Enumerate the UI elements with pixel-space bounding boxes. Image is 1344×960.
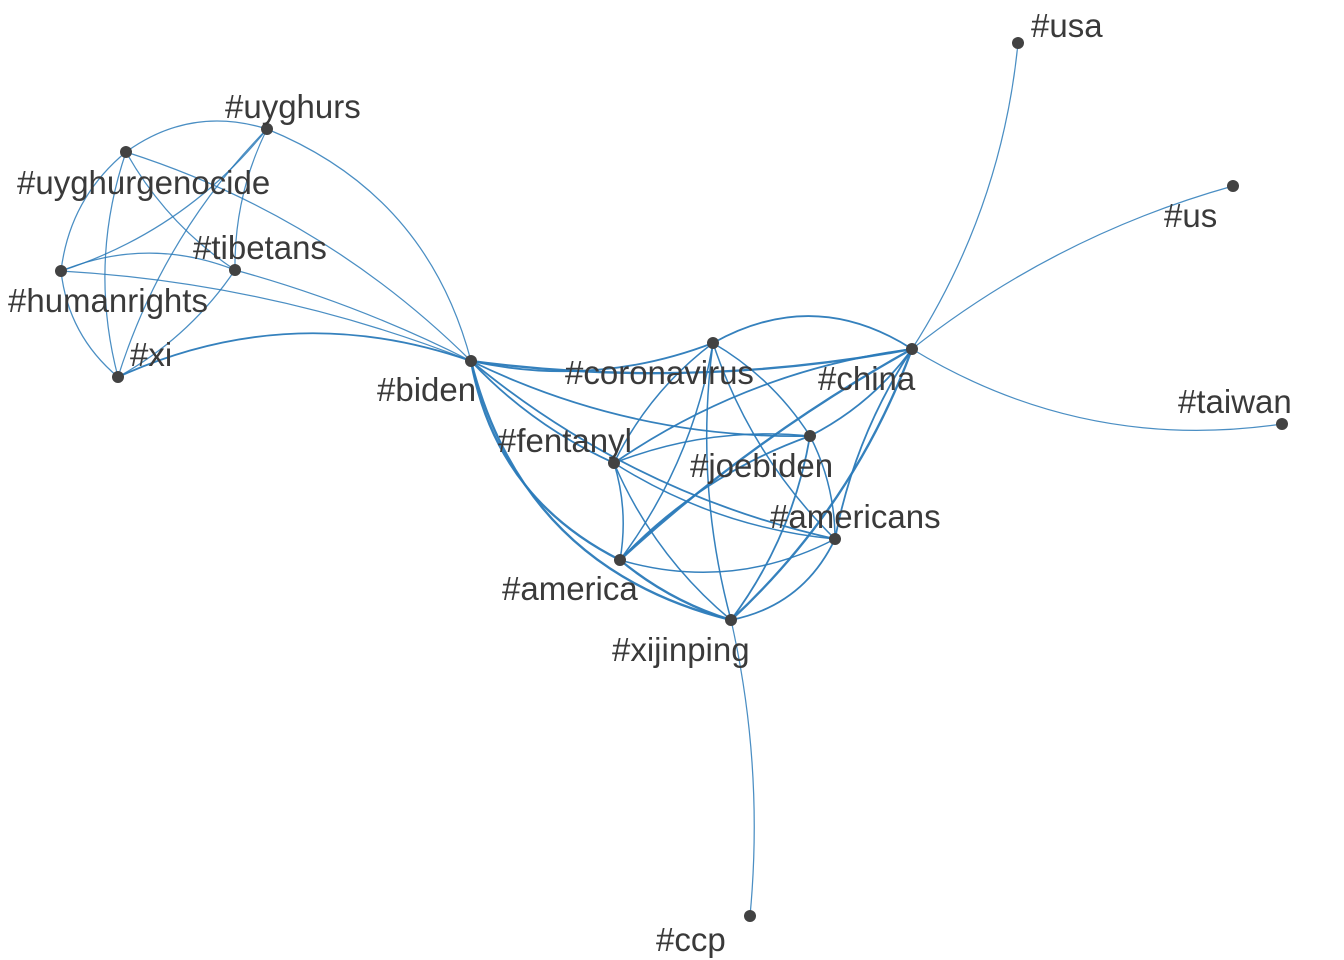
node-usa: [1012, 37, 1024, 49]
edge-coronavirus-fentanyl: [613, 342, 714, 464]
edge-joebiden-americans: [809, 435, 836, 540]
node-uyghurgenocide: [120, 146, 132, 158]
edge-uyghurgenocide-tibetans: [125, 151, 236, 271]
nodes-layer: [55, 37, 1288, 922]
edge-fentanyl-americans: [613, 462, 836, 540]
edge-biden-americans: [470, 360, 836, 540]
edge-tibetans-xi: [117, 269, 236, 378]
edges-layer: [60, 42, 1283, 917]
node-label-america: #america: [502, 570, 638, 607]
node-ccp: [744, 910, 756, 922]
edge-china-americans: [834, 348, 913, 540]
edge-uyghurs-tibetans: [234, 128, 268, 271]
edge-fentanyl-joebiden: [613, 433, 811, 464]
edge-uyghurgenocide-humanrights: [60, 151, 127, 272]
node-label-tibetans: #tibetans: [193, 229, 327, 266]
edge-joebiden-xijinping: [730, 435, 811, 621]
edge-tibetans-biden: [234, 269, 472, 362]
edge-china-xijinping: [729, 347, 914, 622]
labels-layer: #uyghurs #uyghurgenocide #tibetans #humanri…: [8, 7, 1292, 958]
node-label-uyghurs: #uyghurs: [225, 88, 361, 125]
edge-biden-fentanyl: [470, 360, 615, 464]
node-label-usa: #usa: [1031, 7, 1103, 44]
edge-coronavirus-americans: [712, 342, 836, 540]
node-tibetans: [229, 264, 241, 276]
node-label-americans: #americans: [770, 498, 941, 535]
edge-coronavirus-america: [619, 342, 714, 561]
node-fentanyl: [608, 457, 620, 469]
edge-uyghurgenocide-biden: [125, 151, 472, 362]
edge-joebiden-america: [619, 435, 811, 561]
edge-biden-coronavirus: [470, 342, 714, 373]
edge-uyghurgenocide-xi: [104, 151, 127, 378]
edge-coronavirus-xijinping: [705, 342, 732, 621]
node-americans: [829, 533, 841, 545]
node-label-taiwan: #taiwan: [1178, 383, 1292, 420]
edge-china-joebiden: [809, 348, 913, 437]
node-china: [906, 343, 918, 355]
node-uyghurs: [261, 123, 273, 135]
node-label-fentanyl: #fentanyl: [498, 422, 632, 459]
node-humanrights: [55, 265, 67, 277]
edge-americans-america: [619, 538, 836, 574]
edge-americans-xijinping: [730, 538, 836, 621]
edge-biden-joebiden: [470, 360, 811, 438]
node-label-humanrights: #humanrights: [8, 282, 208, 319]
edge-xi-biden: [117, 332, 472, 378]
edge-uyghurs-xi: [117, 128, 268, 378]
node-biden: [465, 355, 477, 367]
edge-china-us: [911, 185, 1234, 350]
edge-uyghurs-humanrights: [60, 128, 268, 272]
edge-china-taiwan: [911, 348, 1283, 431]
node-joebiden: [804, 430, 816, 442]
edge-biden-xijinping: [469, 359, 733, 622]
node-label-us: #us: [1164, 197, 1217, 234]
node-xi: [112, 371, 124, 383]
node-xijinping: [725, 614, 737, 626]
node-label-joebiden: #joebiden: [690, 447, 833, 484]
edge-coronavirus-china: [712, 315, 913, 350]
edge-fentanyl-america: [613, 462, 624, 561]
edge-xijinping-ccp: [730, 619, 755, 917]
edge-america-xijinping: [618, 558, 733, 622]
node-label-coronavirus: #coronavirus: [565, 354, 754, 391]
edge-humanrights-xi: [60, 270, 119, 378]
node-taiwan: [1276, 418, 1288, 430]
node-us: [1227, 180, 1239, 192]
edge-uyghurgenocide-uyghurs: [125, 120, 268, 153]
edge-uyghurs-biden: [266, 128, 472, 362]
node-label-uyghurgenocide: #uyghurgenocide: [17, 164, 270, 201]
node-label-biden: #biden: [377, 371, 476, 408]
node-coronavirus: [707, 337, 719, 349]
node-label-xijinping: #xijinping: [612, 631, 750, 668]
edge-china-america: [618, 347, 914, 562]
node-label-china: #china: [818, 360, 916, 397]
edge-china-fentanyl: [613, 348, 913, 464]
edge-humanrights-biden: [60, 270, 472, 362]
edge-humanrights-tibetans: [60, 252, 236, 272]
edge-fentanyl-xijinping: [613, 462, 732, 621]
node-america: [614, 554, 626, 566]
node-label-xi: #xi: [130, 336, 172, 373]
edge-china-usa: [911, 42, 1019, 350]
node-label-ccp: #ccp: [656, 921, 726, 958]
